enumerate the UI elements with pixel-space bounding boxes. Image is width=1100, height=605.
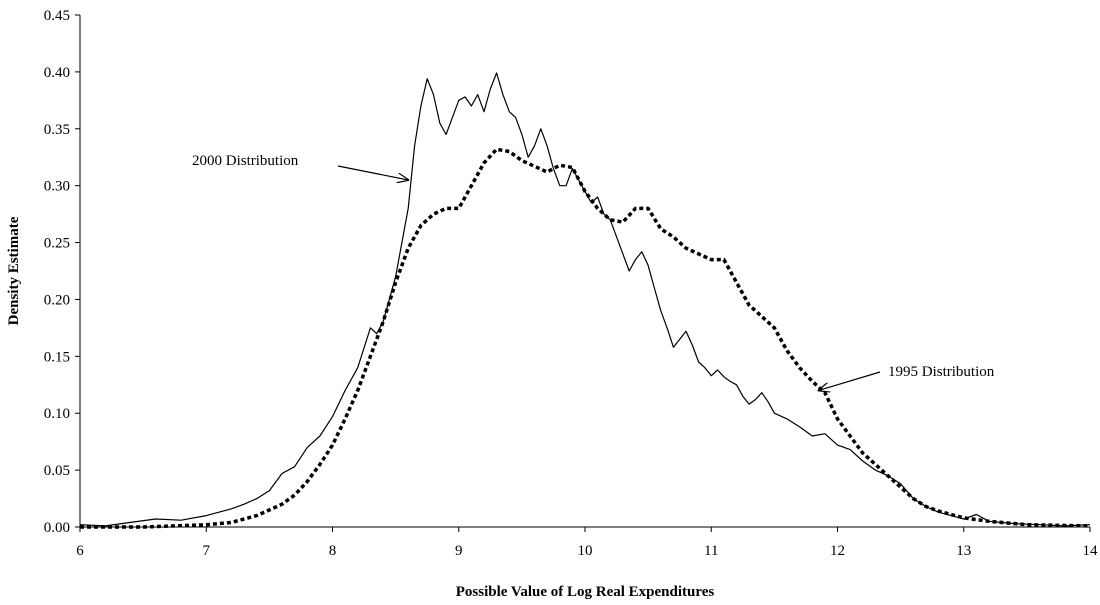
series-1995-line [80, 147, 1091, 529]
annotation-label: 1995 Distribution [888, 364, 995, 380]
annotation-arrow [819, 371, 881, 390]
x-tick-label: 9 [455, 543, 463, 559]
y-tick-label: 0.35 [44, 122, 70, 138]
y-tick-label: 0.15 [44, 349, 70, 365]
x-tick-label: 13 [956, 543, 971, 559]
x-tick-label: 6 [76, 543, 84, 559]
y-axis-title: Density Estimate [6, 216, 22, 325]
series-lines [79, 72, 1091, 529]
y-tick-label: 0.20 [44, 292, 70, 308]
y-tick-label: 0.05 [44, 463, 70, 479]
y-tick-label: 0.00 [44, 520, 70, 536]
annotations: 2000 Distribution 1995 Distribution [192, 153, 995, 390]
y-tick-label: 0.30 [44, 179, 70, 195]
y-tick-label: 0.10 [44, 406, 70, 422]
y-tick-label: 0.40 [44, 65, 70, 81]
tick-labels: 0.00 0.05 0.10 0.15 0.20 0.25 0.30 0.35 0.40 0.45… [44, 8, 1098, 559]
axes [75, 14, 1091, 532]
y-tick-label: 0.25 [44, 236, 70, 252]
x-tick-label: 8 [329, 543, 337, 559]
annotation-arrow [337, 165, 408, 180]
series-2000-line [79, 72, 1091, 527]
annotation-label: 2000 Distribution [192, 153, 299, 169]
y-tick-label: 0.45 [44, 8, 70, 24]
x-tick-label: 14 [1083, 543, 1099, 559]
x-axis-title: Possible Value of Log Real Expenditures [456, 584, 715, 600]
x-tick-label: 7 [203, 543, 211, 559]
x-tick-label: 12 [830, 543, 845, 559]
x-tick-label: 10 [578, 543, 593, 559]
x-tick-label: 11 [704, 543, 718, 559]
